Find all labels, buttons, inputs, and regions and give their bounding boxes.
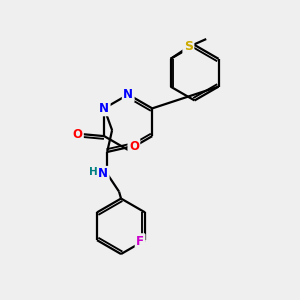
Text: H: H (89, 167, 98, 177)
Text: N: N (99, 102, 109, 115)
Text: O: O (72, 128, 82, 141)
Text: N: N (123, 88, 133, 101)
Text: S: S (184, 40, 193, 53)
Text: N: N (98, 167, 108, 180)
Text: F: F (136, 235, 144, 248)
Text: O: O (129, 140, 139, 152)
